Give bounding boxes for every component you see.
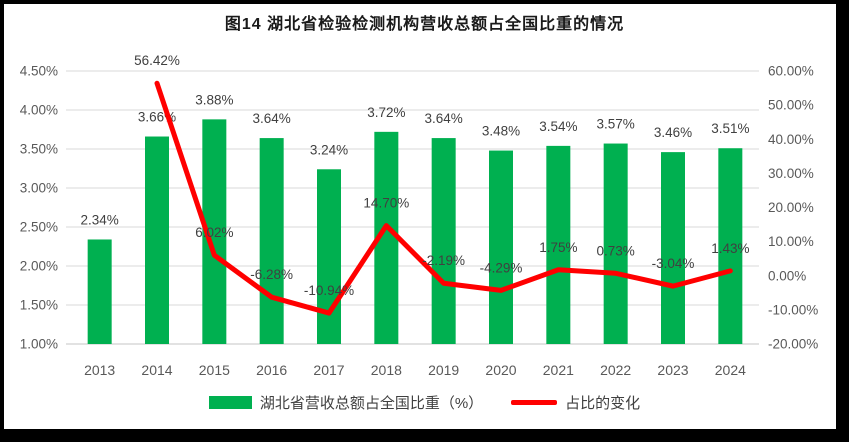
right-axis-tick: 10.00% — [768, 234, 814, 249]
left-axis-tick: 4.00% — [20, 103, 58, 118]
line-label-2017: -10.94% — [304, 283, 354, 298]
bar-series-label: 湖北省营收总额占全国比重（%） — [259, 395, 484, 412]
line-series-label: 占比的变化 — [565, 395, 641, 412]
category-label-2016: 2016 — [256, 362, 287, 378]
left-axis-tick: 2.50% — [20, 220, 58, 235]
category-label-2014: 2014 — [141, 362, 172, 378]
bar-label-2013: 2.34% — [81, 212, 119, 227]
bar-label-2020: 3.48% — [482, 124, 520, 139]
right-axis-tick: -20.00% — [768, 337, 818, 352]
bar-2022[interactable] — [603, 143, 628, 344]
line-label-2018: 14.70% — [363, 196, 409, 211]
category-label-2013: 2013 — [84, 362, 115, 378]
change-line[interactable] — [154, 80, 733, 316]
category-label-2022: 2022 — [600, 362, 631, 378]
right-axis-tick: 20.00% — [768, 200, 814, 215]
line-label-2021: 1.75% — [539, 240, 577, 255]
right-axis-tick: 50.00% — [768, 98, 814, 113]
bar-2024[interactable] — [718, 148, 743, 344]
right-axis-tick: -10.00% — [768, 302, 818, 317]
bar-2023[interactable] — [661, 152, 685, 344]
line-label-2024: 1.43% — [711, 241, 749, 256]
left-axis-tick: 3.00% — [20, 181, 58, 196]
bar-series-swatch — [208, 396, 252, 409]
category-label-2017: 2017 — [313, 362, 344, 378]
category-label-2019: 2019 — [428, 362, 459, 378]
right-axis-tick: 0.00% — [768, 268, 806, 283]
left-axis-tick: 4.50% — [20, 64, 58, 79]
right-axis-tick: 40.00% — [768, 132, 814, 147]
line-label-2023: -3.04% — [652, 256, 695, 271]
left-axis-tick: 1.00% — [20, 337, 58, 352]
category-label-2015: 2015 — [199, 362, 230, 378]
bar-2014[interactable] — [145, 136, 169, 344]
legend-item-line-series[interactable]: 占比的变化 — [511, 392, 640, 413]
bar-label-2022: 3.57% — [597, 117, 635, 132]
category-label-2020: 2020 — [485, 362, 516, 378]
category-label-2024: 2024 — [715, 362, 746, 378]
legend-item-bar-series[interactable]: 湖北省营收总额占全国比重（%） — [208, 392, 484, 413]
chart-canvas — [4, 4, 836, 429]
bar-label-2023: 3.46% — [654, 125, 692, 140]
left-axis-tick: 1.50% — [20, 298, 58, 313]
bar-2021[interactable] — [546, 145, 571, 344]
bar-2019[interactable] — [431, 138, 456, 344]
bar-2017[interactable] — [317, 169, 341, 344]
line-series-swatch — [511, 400, 558, 405]
line-label-2015: 6.02% — [195, 225, 233, 240]
bar-label-2017: 3.24% — [310, 142, 348, 157]
line-label-2019: -2.19% — [422, 253, 465, 268]
right-axis-tick: 30.00% — [768, 166, 814, 181]
left-axis-tick: 3.50% — [20, 142, 58, 157]
line-label-2016: -6.28% — [250, 267, 293, 282]
bar-label-2024: 3.51% — [711, 121, 749, 136]
bar-2020[interactable] — [489, 150, 513, 344]
line-label-2022: 0.73% — [597, 243, 635, 258]
category-label-2021: 2021 — [543, 362, 574, 378]
legend: 湖北省营收总额占全国比重（%） 占比的变化 — [0, 392, 849, 413]
left-axis-tick: 2.00% — [20, 259, 58, 274]
bar-2013[interactable] — [87, 239, 112, 344]
bar-label-2016: 3.64% — [253, 111, 291, 126]
bar-label-2019: 3.64% — [425, 111, 463, 126]
bar-2016[interactable] — [259, 138, 284, 344]
category-label-2023: 2023 — [657, 362, 688, 378]
bar-label-2015: 3.88% — [195, 92, 233, 107]
chart-title: 图14 湖北省检验检测机构营收总额占全国比重的情况 — [224, 16, 625, 33]
bar-label-2018: 3.72% — [367, 105, 405, 120]
category-label-2018: 2018 — [371, 362, 402, 378]
bar-label-2021: 3.54% — [539, 119, 577, 134]
line-label-2020: -4.29% — [480, 260, 523, 275]
line-label-2014: 56.42% — [134, 53, 180, 68]
right-axis-tick: 60.00% — [768, 64, 814, 79]
